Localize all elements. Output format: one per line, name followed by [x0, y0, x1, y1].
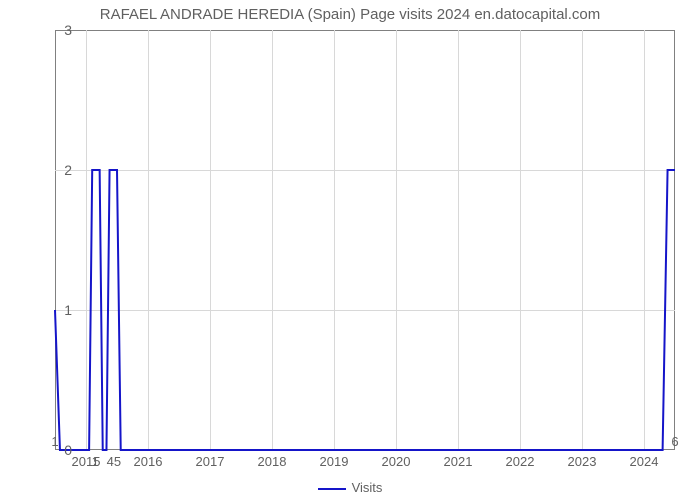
x-tick-label: 2018 [258, 454, 287, 469]
y-tick-label: 1 [64, 302, 72, 318]
legend-label: Visits [352, 480, 383, 495]
y-tick-label: 2 [64, 162, 72, 178]
x-tick-label: 2023 [568, 454, 597, 469]
corner-label-right: 6 [671, 434, 678, 449]
x-tick-label: 2016 [134, 454, 163, 469]
x-tick-label: 2022 [506, 454, 535, 469]
x-tick-label: 2015 [72, 454, 101, 469]
corner-label-left: 1 [51, 434, 58, 449]
in-axis-label: 45 [107, 454, 121, 469]
chart-title: RAFAEL ANDRADE HEREDIA (Spain) Page visi… [0, 6, 700, 23]
x-tick-label: 2020 [382, 454, 411, 469]
x-tick-label: 2021 [444, 454, 473, 469]
x-tick-label: 2017 [196, 454, 225, 469]
x-tick-label: 2019 [320, 454, 349, 469]
legend-swatch [318, 488, 346, 490]
line-series [55, 30, 675, 450]
y-tick-label: 3 [64, 22, 72, 38]
x-tick-label: 2024 [630, 454, 659, 469]
visits-chart: RAFAEL ANDRADE HEREDIA (Spain) Page visi… [0, 0, 700, 500]
plot-area: 145 [55, 30, 675, 450]
legend: Visits [0, 480, 700, 495]
